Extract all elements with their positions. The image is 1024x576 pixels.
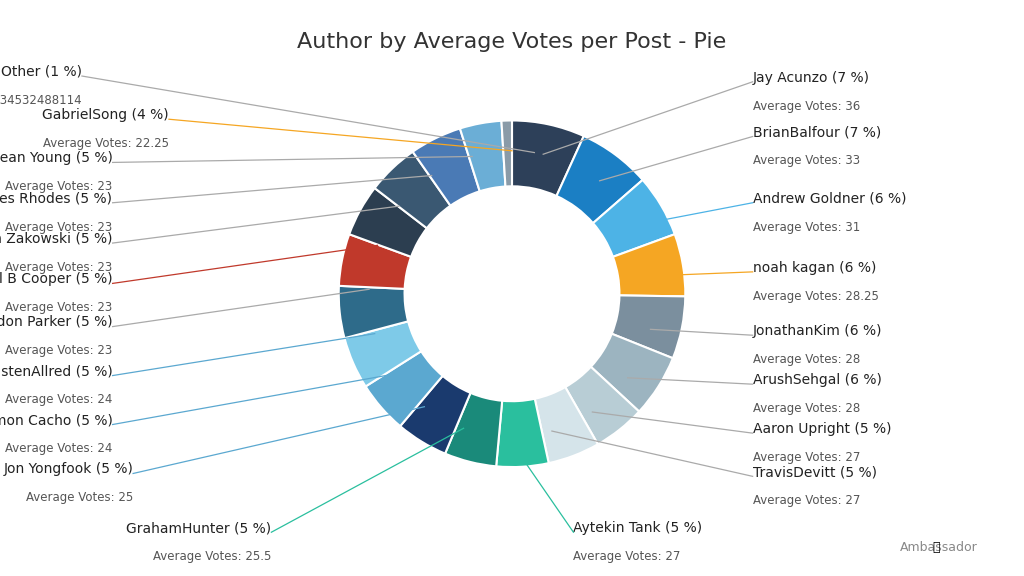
Text: Average Votes: 25.5: Average Votes: 25.5 [153, 550, 271, 563]
Text: Other (1 %): Other (1 %) [1, 65, 82, 79]
Text: GabrielSong (4 %): GabrielSong (4 %) [42, 108, 169, 122]
Wedge shape [366, 351, 442, 426]
Text: Average Votes: 23: Average Votes: 23 [5, 344, 113, 358]
Text: TravisDevitt (5 %): TravisDevitt (5 %) [753, 465, 877, 479]
Text: Brydon Parker (5 %): Brydon Parker (5 %) [0, 316, 113, 329]
Wedge shape [339, 286, 409, 338]
Text: Average Votes: 27: Average Votes: 27 [573, 550, 681, 563]
Wedge shape [512, 120, 584, 196]
Text: Average Votes: 23: Average Votes: 23 [5, 180, 113, 194]
Text: Average Votes: 23: Average Votes: 23 [5, 261, 113, 274]
Wedge shape [344, 321, 421, 386]
Text: AustenAllred (5 %): AustenAllred (5 %) [0, 365, 113, 378]
Text: Cheryl B Cooper (5 %): Cheryl B Cooper (5 %) [0, 272, 113, 286]
Text: Average Votes: 28: Average Votes: 28 [753, 353, 860, 366]
Text: Andrew Goldner (6 %): Andrew Goldner (6 %) [753, 192, 906, 206]
Text: Jon Yongfook (5 %): Jon Yongfook (5 %) [3, 463, 133, 476]
Text: JonathanKim (6 %): JonathanKim (6 %) [753, 324, 882, 338]
Wedge shape [497, 399, 549, 467]
Wedge shape [339, 234, 411, 289]
Wedge shape [460, 121, 506, 191]
Text: Average Votes: 25: Average Votes: 25 [26, 491, 133, 505]
Wedge shape [593, 180, 675, 257]
Text: Average Votes: 27: Average Votes: 27 [753, 451, 860, 464]
Text: Average Votes: 33: Average Votes: 33 [753, 154, 860, 168]
Text: Average Votes: 36: Average Votes: 36 [753, 100, 860, 113]
Text: Average Votes: 31: Average Votes: 31 [753, 221, 860, 234]
Text: Average Votes: 6.00334532488114: Average Votes: 6.00334532488114 [0, 94, 82, 107]
Wedge shape [556, 136, 643, 223]
Text: Ambassador: Ambassador [900, 541, 978, 554]
Text: GrahamHunter (5 %): GrahamHunter (5 %) [126, 521, 271, 535]
Text: Author by Average Votes per Post - Pie: Author by Average Votes per Post - Pie [297, 32, 727, 52]
Text: Average Votes: 24: Average Votes: 24 [5, 393, 113, 407]
Wedge shape [375, 151, 451, 228]
Wedge shape [400, 376, 470, 454]
Text: Aaron Upright (5 %): Aaron Upright (5 %) [753, 422, 891, 436]
Text: Average Votes: 28: Average Votes: 28 [753, 402, 860, 415]
Text: Jay Acunzo (7 %): Jay Acunzo (7 %) [753, 71, 869, 85]
Wedge shape [565, 367, 639, 444]
Text: Average Votes: 24: Average Votes: 24 [5, 442, 113, 456]
Text: Average Votes: 23: Average Votes: 23 [5, 301, 113, 314]
Text: Aytekin Tank (5 %): Aytekin Tank (5 %) [573, 521, 702, 535]
Text: Dean Young (5 %): Dean Young (5 %) [0, 151, 113, 165]
Text: Average Votes: 27: Average Votes: 27 [753, 494, 860, 507]
Wedge shape [613, 234, 685, 297]
Wedge shape [502, 120, 512, 187]
Wedge shape [349, 188, 427, 257]
Wedge shape [413, 128, 479, 206]
Text: Ramon Cacho (5 %): Ramon Cacho (5 %) [0, 414, 113, 427]
Text: Average Votes: 28.25: Average Votes: 28.25 [753, 290, 879, 303]
Wedge shape [535, 387, 598, 463]
Wedge shape [445, 393, 502, 467]
Text: ArushSehgal (6 %): ArushSehgal (6 %) [753, 373, 882, 387]
Text: James Rhodes (5 %): James Rhodes (5 %) [0, 192, 113, 206]
Text: 🔥: 🔥 [933, 541, 940, 554]
Text: Aaron Zakowski (5 %): Aaron Zakowski (5 %) [0, 232, 113, 246]
Text: BrianBalfour (7 %): BrianBalfour (7 %) [753, 126, 881, 139]
Text: Average Votes: 22.25: Average Votes: 22.25 [43, 137, 169, 150]
Text: Average Votes: 23: Average Votes: 23 [5, 221, 113, 234]
Wedge shape [591, 334, 673, 411]
Text: noah kagan (6 %): noah kagan (6 %) [753, 261, 876, 275]
Wedge shape [611, 295, 685, 358]
